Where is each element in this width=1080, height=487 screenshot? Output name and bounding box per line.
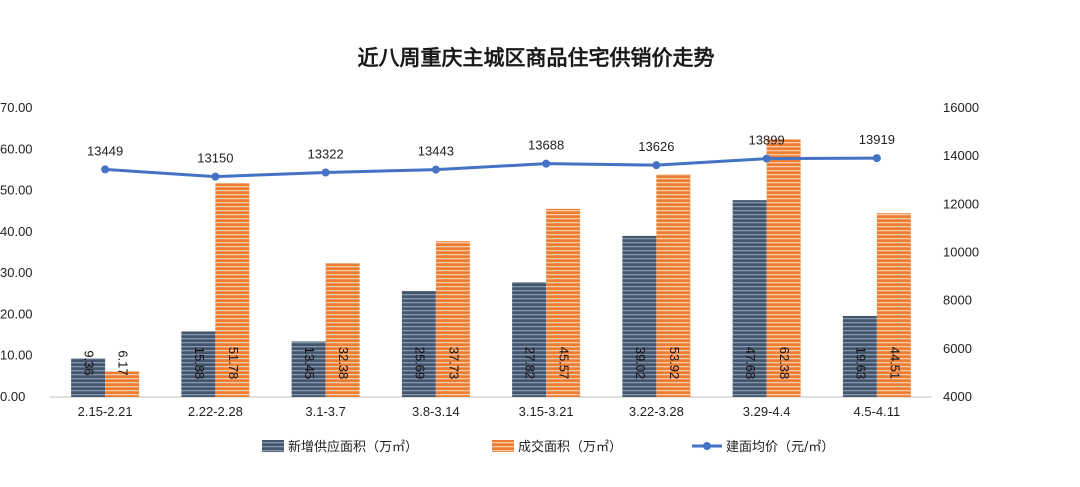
sales-bar-label: 51.78 — [226, 347, 241, 380]
bars — [71, 139, 911, 397]
legend-supply-label: 新增供应面积（万㎡） — [288, 439, 418, 455]
price-line-path — [105, 156, 877, 179]
price-point — [542, 159, 551, 168]
y-left-tick-label: 50.00 — [0, 183, 33, 198]
supply-bar — [71, 358, 106, 397]
chart-title: 近八周重庆主城区商品住宅供销价走势 — [358, 46, 715, 70]
y-right-tick-label: 14000 — [943, 148, 979, 163]
price-point — [101, 165, 110, 174]
supply-bar-label: 25.69 — [412, 347, 427, 380]
sales-bar — [876, 213, 911, 397]
sales-bar — [105, 371, 140, 397]
price-point-label: 13899 — [749, 133, 785, 148]
x-category-label: 2.15-2.21 — [78, 404, 133, 419]
y-right-tick-label: 12000 — [943, 196, 979, 211]
legend-sales-swatch — [492, 440, 514, 452]
sales-bar-label: 62.38 — [777, 347, 792, 380]
y-left-tick-label: 70.00 — [0, 100, 33, 115]
y-right-tick-label: 10000 — [943, 245, 979, 260]
y-left-tick-label: 10.00 — [0, 348, 33, 363]
price-point — [211, 172, 220, 181]
y-right-tick-label: 8000 — [943, 293, 972, 308]
legend-supply-swatch — [262, 440, 284, 452]
supply-bar — [401, 290, 436, 397]
x-category-label: 3.29-4.4 — [743, 404, 791, 419]
supply-bar — [291, 341, 326, 397]
sales-bar — [766, 139, 801, 397]
supply-bar — [181, 331, 216, 397]
sales-bar-label: 44.51 — [887, 347, 902, 380]
sales-bar-label: 45.57 — [557, 347, 572, 380]
x-category-label: 3.22-3.28 — [629, 404, 684, 419]
sales-bar-label: 6.17 — [116, 350, 131, 375]
legend-price-marker — [703, 442, 711, 450]
price-point-label: 13449 — [87, 143, 123, 158]
supply-bar-label: 47.68 — [743, 347, 758, 380]
y-axis-left: 0.00 10.00 20.00 30.00 40.00 50.00 60.00 70.00 — [0, 100, 33, 404]
bar-data-labels: 9.36 6.17 15.88 51.78 13.45 32.38 25.69 37.73 27… — [82, 347, 903, 380]
price-point — [762, 154, 771, 163]
price-point-label: 13688 — [528, 138, 564, 153]
y-left-tick-label: 30.00 — [0, 265, 33, 280]
price-point-label: 13150 — [197, 151, 233, 166]
price-point — [431, 165, 440, 174]
supply-bar-label: 27.82 — [523, 347, 538, 380]
supply-bar-label: 13.45 — [302, 347, 317, 380]
legend-sales-label: 成交面积（万㎡） — [518, 439, 622, 455]
supply-bar-label: 15.88 — [192, 347, 207, 380]
y-right-tick-label: 6000 — [943, 341, 972, 356]
y-right-tick-label: 4000 — [943, 389, 972, 404]
supply-bar — [732, 200, 767, 397]
sales-bar — [435, 241, 470, 397]
x-category-label: 3.1-3.7 — [305, 404, 345, 419]
supply-bar-label: 19.63 — [853, 347, 868, 380]
legend-price-label: 建面均价（元/㎡） — [726, 440, 834, 455]
sales-bar — [325, 263, 360, 397]
price-point-label: 13322 — [308, 146, 344, 161]
sales-bar — [546, 208, 581, 397]
x-axis-categories: 2.15-2.21 2.22-2.28 3.1-3.7 3.8-3.14 3.15-3.… — [78, 404, 901, 419]
supply-bar — [512, 282, 547, 397]
price-point — [652, 161, 661, 170]
sales-bar — [215, 183, 250, 397]
y-left-tick-label: 40.00 — [0, 224, 33, 239]
price-point — [321, 168, 330, 177]
price-point-label: 13443 — [418, 144, 454, 159]
supply-bar-label: 9.36 — [82, 350, 97, 375]
price-point-label: 13919 — [859, 132, 895, 147]
legend: 新增供应面积（万㎡） 成交面积（万㎡） 建面均价（元/㎡） — [262, 439, 834, 455]
sales-bar — [656, 174, 691, 397]
x-category-label: 2.22-2.28 — [188, 404, 243, 419]
supply-bar — [622, 235, 657, 397]
sales-bar-label: 53.92 — [667, 347, 682, 380]
x-category-label: 4.5-4.11 — [854, 404, 901, 419]
y-left-tick-label: 20.00 — [0, 306, 33, 321]
sales-bar-label: 32.38 — [336, 347, 351, 380]
y-axis-right: 4000 6000 8000 10000 12000 14000 16000 — [943, 100, 979, 404]
price-point-label: 13626 — [638, 139, 674, 154]
price-line: 13449 13150 13322 13443 13688 13626 13899 13919 — [87, 132, 895, 181]
supply-bar-label: 39.02 — [633, 347, 648, 380]
supply-bar — [842, 315, 877, 397]
x-category-label: 3.15-3.21 — [519, 404, 574, 419]
y-left-tick-label: 0.00 — [0, 389, 25, 404]
y-left-tick-label: 60.00 — [0, 141, 33, 156]
y-right-tick-label: 16000 — [943, 100, 979, 115]
price-point — [872, 154, 881, 163]
sales-bar-label: 37.73 — [446, 347, 461, 380]
x-category-label: 3.8-3.14 — [412, 404, 460, 419]
